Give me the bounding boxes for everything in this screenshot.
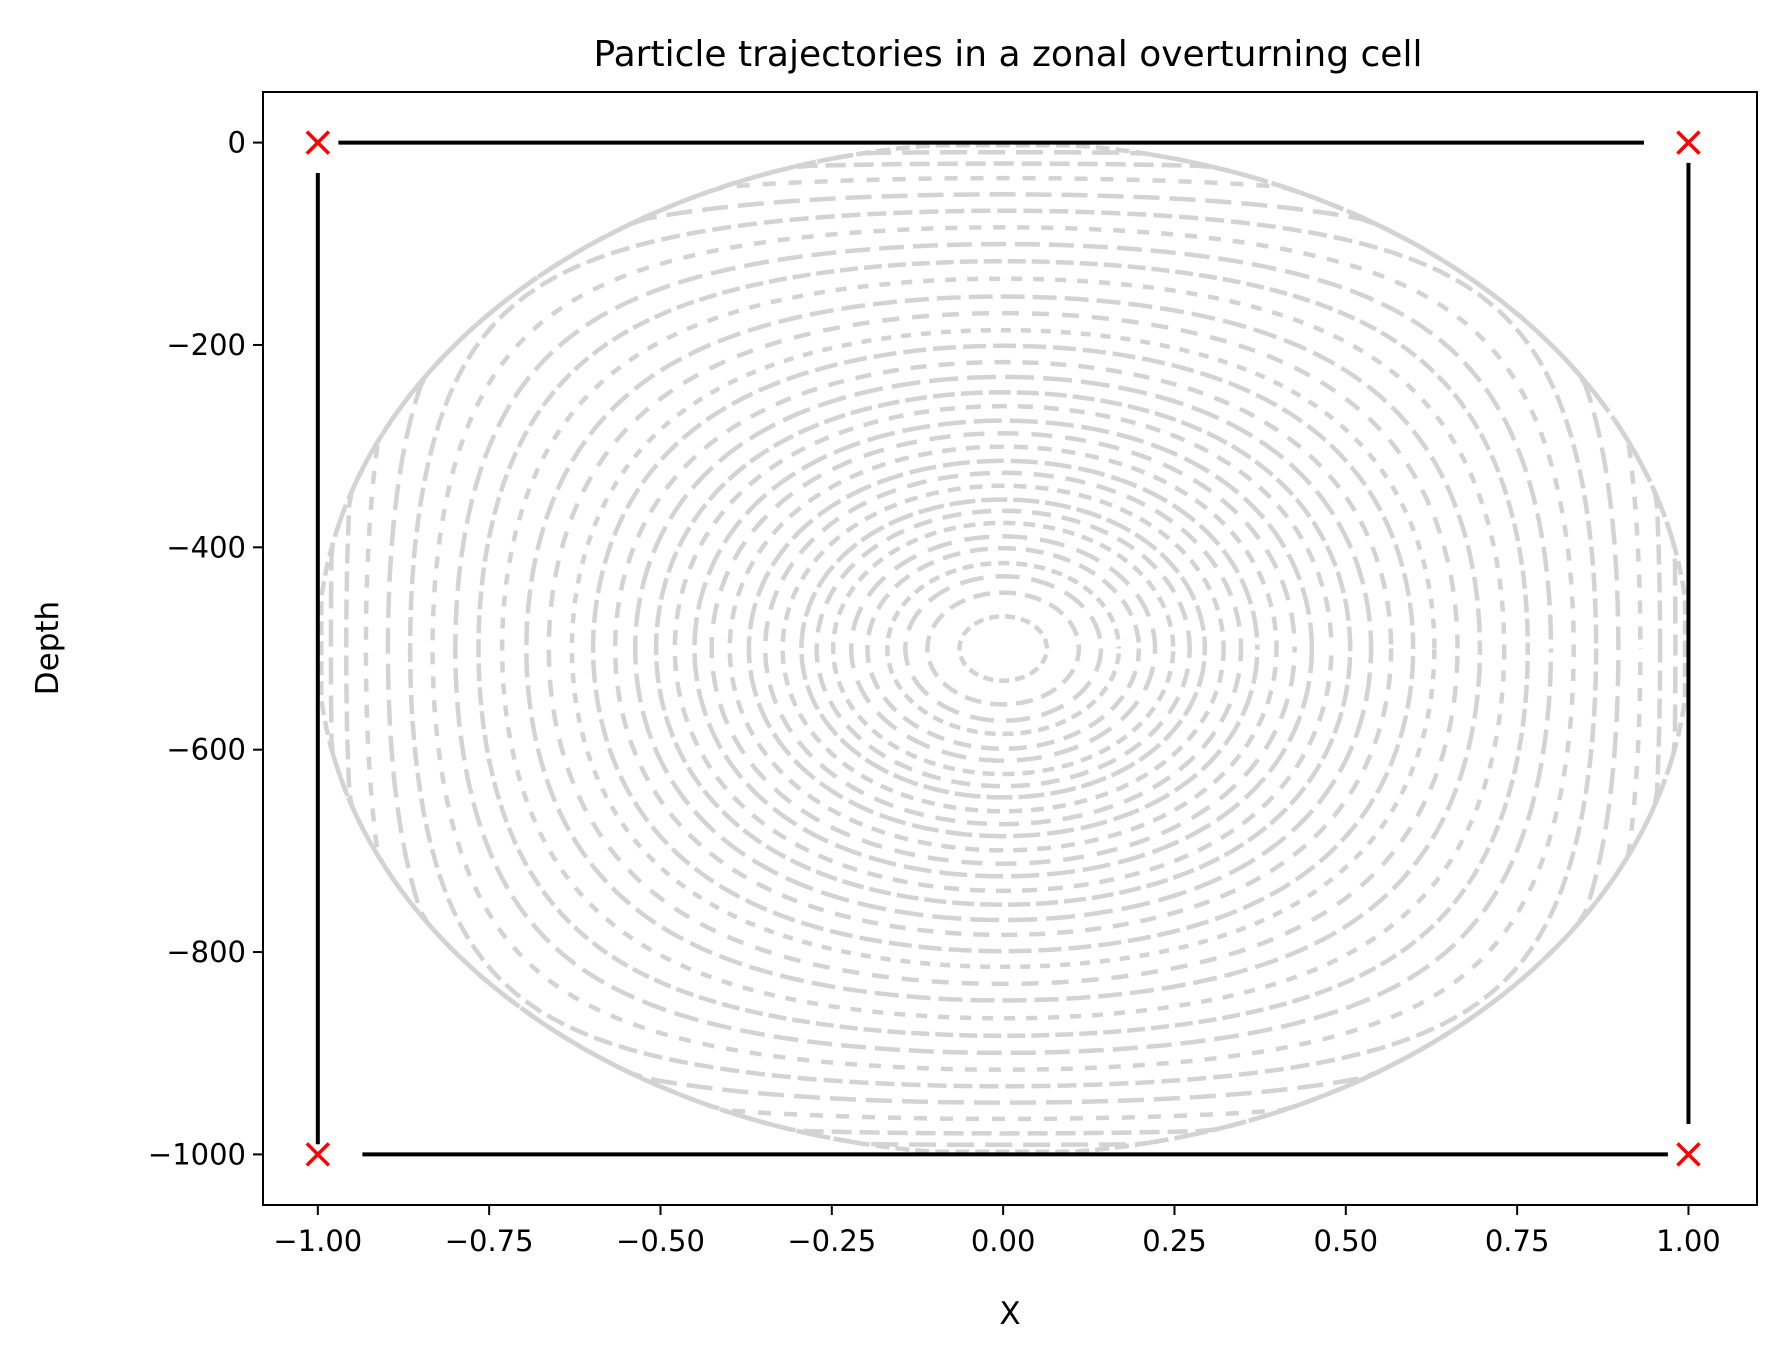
corner-marker [305,130,331,155]
x-axis-ticks: −1.00 −0.75 −0.50 −0.25 0.00 0.25 0.50 0.75 1.00 [273,1205,1721,1258]
y-tick-label: −200 [166,328,246,362]
trajectory-line [546,310,1460,987]
trajectory-line [814,508,1192,789]
trajectory-line [632,374,1374,923]
trajectory-line [590,343,1416,954]
corner-marker-stroke [305,1142,331,1167]
trajectory-line [709,431,1297,866]
y-tick-label: −1000 [148,1137,246,1171]
corner-marker-stroke [1676,130,1701,155]
x-tick-label: 0.00 [971,1224,1036,1258]
trajectory-line [925,590,1082,707]
corner-marker-stroke [305,130,331,155]
boundary-lines [315,140,1691,1157]
y-tick-label: −800 [166,935,246,969]
trajectory-line [499,276,1507,1021]
x-axis-label: X [999,1296,1020,1332]
trajectory-line [692,418,1315,879]
trajectory-line [848,534,1158,763]
trajectory-line [476,258,1531,1039]
chart-title: Particle trajectories in a zonal overtur… [594,34,1423,75]
corner-marker [1676,1142,1701,1167]
x-tick-label: 0.75 [1485,1224,1550,1258]
trajectory-line [830,520,1176,777]
x-tick-label: −1.00 [273,1224,362,1258]
x-tick-label: 0.25 [1142,1224,1207,1258]
trajectory-line [799,497,1208,800]
trajectory-line [430,225,1576,1072]
corner-marker [1676,130,1701,155]
trajectory-line [903,574,1104,723]
trajectory-line [569,327,1437,970]
trajectory-line [865,546,1142,751]
y-tick-label: −600 [166,733,246,767]
trajectory-line [957,614,1050,683]
y-tick-label: 0 [228,126,246,160]
trajectory-line [885,560,1122,737]
trajectory-line [319,142,1688,1155]
x-tick-label: −0.75 [445,1224,534,1258]
x-tick-label: 1.00 [1656,1224,1721,1258]
trajectory-line [746,458,1260,839]
trajectory-line [653,390,1353,907]
corner-markers [305,130,1701,1167]
trajectory-line [727,444,1279,853]
y-tick-label: −400 [166,530,246,564]
trajectory-line [407,208,1599,1089]
corner-marker [305,1142,331,1167]
x-tick-label: −0.50 [616,1224,705,1258]
trajectory-line [453,241,1554,1056]
trajectory-line [343,161,1663,1136]
plot-frame [262,91,1758,1206]
y-axis-ticks: 0 −200 −400 −600 −800 −1000 [148,126,263,1171]
trajectory-line [612,359,1394,938]
x-tick-label: −0.25 [787,1224,876,1258]
corner-marker-stroke [1676,1142,1701,1167]
trajectory-lines [319,142,1688,1155]
x-tick-label: 0.50 [1314,1224,1379,1258]
y-axis-label: Depth [30,601,66,695]
trajectory-line [385,192,1621,1105]
